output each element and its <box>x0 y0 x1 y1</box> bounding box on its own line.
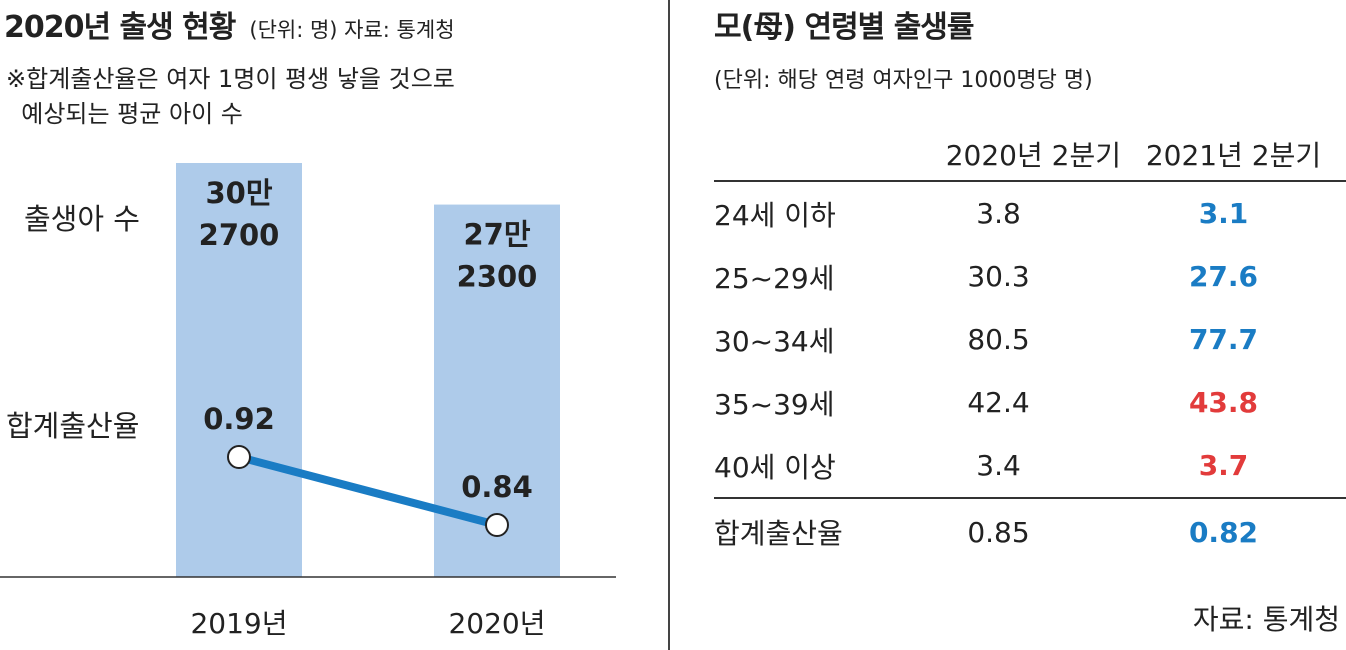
value-2020: 30.3 <box>967 260 1030 293</box>
row-label: 35~39세 <box>714 387 835 421</box>
row-label: 24세 이하 <box>714 198 836 232</box>
table-body: 24세 이하 3.8 3.1 25~29세 30.3 27.6 30~34세 80.5 77.7… <box>714 181 1346 565</box>
row-label: 40세 이상 <box>714 450 836 484</box>
bar-value-label-0: 30만 2700 <box>199 176 280 252</box>
value-2021: 3.1 <box>1198 197 1249 230</box>
table-row: 40세 이상 3.4 3.7 <box>714 434 1346 498</box>
value-2020: 3.8 <box>976 197 1021 230</box>
value-2021: 0.82 <box>1121 497 1346 565</box>
births-row-label: 출생아 수 <box>24 202 140 236</box>
value-2020: 3.4 <box>976 449 1021 482</box>
bar-value-label-1: 27만 2300 <box>457 218 538 294</box>
row-label: 25~29세 <box>714 261 835 295</box>
table-row: 35~39세 42.4 43.8 <box>714 371 1346 434</box>
left-chart-title: 2020년 출생 현황 (단위: 명) 자료: 통계청 <box>4 2 455 46</box>
table-row: 24세 이하 3.8 3.1 <box>714 181 1346 245</box>
source-credit: 자료: 통계청 <box>1192 603 1340 636</box>
value-2020: 80.5 <box>967 323 1030 356</box>
tfr-value-label-1: 0.84 <box>461 470 533 504</box>
panel-divider <box>668 0 670 650</box>
table-header-row: 2020년 2분기 2021년 2분기 <box>714 128 1346 181</box>
left-title-text: 2020년 출생 현황 <box>4 10 236 45</box>
birth-rate-table: 2020년 2분기 2021년 2분기 24세 이하 3.8 3.1 25~29세 30… <box>714 128 1346 565</box>
value-2021: 77.7 <box>1188 323 1259 356</box>
table-row: 합계출산율 0.85 0.82 <box>714 497 1346 565</box>
value-2020: 0.85 <box>896 497 1121 565</box>
table-row: 25~29세 30.3 27.6 <box>714 245 1346 308</box>
bar-births-0 <box>176 163 302 577</box>
tfr-value-label-0: 0.92 <box>203 402 275 436</box>
tfr-row-label: 합계출산율 <box>6 409 140 443</box>
row-label: 합계출산율 <box>714 497 897 565</box>
value-2020: 42.4 <box>967 386 1030 419</box>
table-row: 30~34세 80.5 77.7 <box>714 308 1346 371</box>
right-table-unit: (단위: 해당 연령 여자인구 1000명당 명) <box>714 68 1093 93</box>
value-2021: 43.8 <box>1188 386 1259 419</box>
value-2021: 27.6 <box>1188 260 1259 293</box>
tfr-definition-note: ※합계출산율은 여자 1명이 평생 낳을 것으로 예상되는 평균 아이 수 <box>6 65 455 128</box>
births-chart: 30만 2700 27만 2300 2019년 2020년 0.92 0.84 <box>0 163 616 640</box>
table-header-2020: 2020년 2분기 <box>945 139 1121 172</box>
row-label: 30~34세 <box>714 324 835 358</box>
tfr-line <box>235 453 501 529</box>
x-tick-label-0: 2019년 <box>190 607 287 640</box>
table-header-2021: 2021년 2분기 <box>1145 139 1322 172</box>
left-unit-source: (단위: 명) 자료: 통계청 <box>249 18 455 42</box>
x-tick-label-1: 2020년 <box>448 607 545 640</box>
right-table-title: 모(母) 연령별 출생률 <box>714 10 975 45</box>
tfr-point-1 <box>485 513 509 537</box>
value-2021: 3.7 <box>1198 449 1249 482</box>
tfr-point-0 <box>227 445 251 469</box>
table-header-blank <box>714 128 896 181</box>
